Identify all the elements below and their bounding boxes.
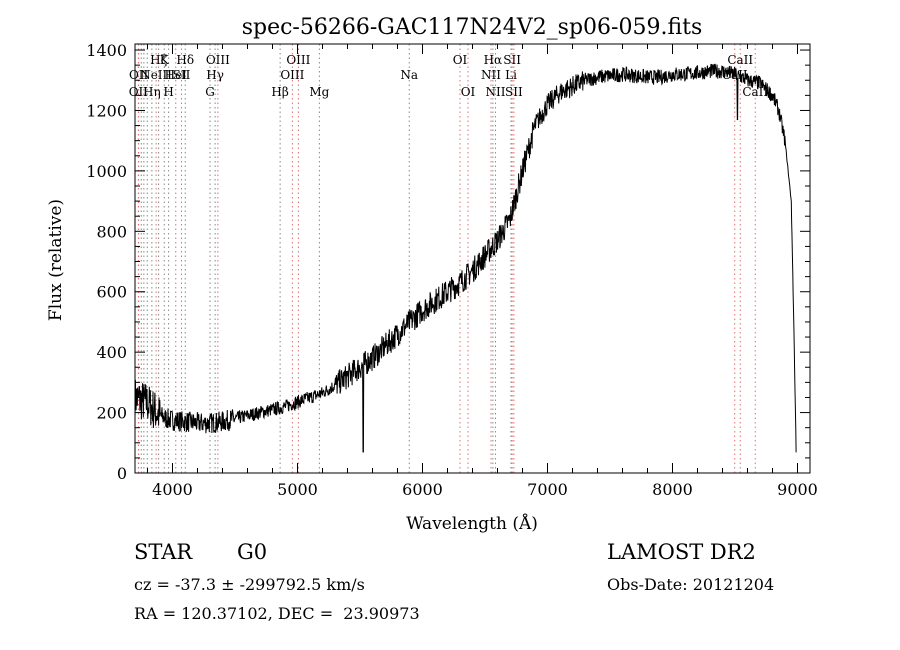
line-marker-label: G — [205, 85, 215, 99]
line-marker-label: OI — [453, 53, 468, 67]
x-tick-label: 7000 — [527, 480, 568, 499]
line-marker-label: SII — [173, 68, 191, 82]
coordinates: RA = 120.37102, DEC = 23.90973 — [134, 604, 420, 623]
y-axis-label: Flux (relative) — [46, 199, 66, 321]
line-marker-label: OII — [129, 68, 149, 82]
x-tick-label: 6000 — [402, 480, 443, 499]
line-marker-label: Hη — [143, 85, 161, 99]
x-axis-label: Wavelength (Å) — [406, 513, 538, 534]
line-marker-label: K — [160, 53, 170, 67]
x-axis-ticks: 4000 5000 6000 7000 8000 9000 — [147, 44, 818, 499]
y-axis-ticks: 0 200 400 600 800 1000 1200 1400 — [86, 41, 810, 483]
y-tick-label: 200 — [96, 404, 127, 423]
redshift-velocity: cz = -37.3 ± -299792.5 km/s — [134, 575, 365, 594]
line-marker-label: Hδ — [176, 53, 194, 67]
absorption-feature — [362, 451, 364, 453]
line-marker-label: CaII — [742, 85, 768, 99]
line-marker-label: NeIII — [140, 68, 172, 82]
y-tick-label: 0 — [117, 464, 127, 483]
line-marker-label: Na — [400, 68, 418, 82]
line-marker-label: Hα — [484, 53, 503, 67]
line-marker-label: HeI — [165, 68, 188, 82]
x-tick-label: 8000 — [652, 480, 693, 499]
line-marker-label: CaII — [727, 53, 753, 67]
y-tick-label: 400 — [96, 343, 127, 362]
x-tick-label: 9000 — [777, 480, 818, 499]
y-tick-label: 600 — [96, 283, 127, 302]
line-marker-label: SII — [505, 85, 523, 99]
survey-name: LAMOST DR2 — [607, 540, 756, 564]
line-marker-label: Hζ — [150, 53, 167, 67]
spectrum-line — [134, 63, 797, 453]
y-tick-label: 1000 — [86, 162, 127, 181]
object-subclass: G0 — [237, 540, 268, 564]
line-marker-label: OIII — [280, 68, 304, 82]
line-marker-label: Hβ — [271, 85, 288, 99]
y-tick-label: 1200 — [86, 101, 127, 120]
observation-date: Obs-Date: 20121204 — [607, 575, 775, 594]
line-marker-label: OIII — [206, 53, 230, 67]
line-marker-label: Mg — [309, 85, 329, 99]
absorption-feature — [736, 118, 739, 121]
line-marker-label: Li — [505, 68, 517, 82]
y-tick-label: 1400 — [86, 41, 127, 60]
line-marker-label: SII — [503, 53, 521, 67]
line-marker-label: NII — [481, 68, 501, 82]
line-marker-label: NII — [486, 85, 506, 99]
chart-title: spec-56266-GAC117N24V2_sp06-059.fits — [242, 15, 703, 40]
y-tick-label: 800 — [96, 222, 127, 241]
line-marker-label: OI — [461, 85, 476, 99]
plot-frame — [134, 43, 811, 474]
line-marker-label: H — [163, 85, 173, 99]
line-marker-label: Hγ — [206, 68, 224, 82]
x-tick-label: 5000 — [277, 480, 318, 499]
line-marker-label: OIII — [286, 53, 310, 67]
line-marker-label: OII — [129, 85, 149, 99]
x-tick-label: 4000 — [152, 480, 193, 499]
line-marker-labels: OIIOIIHηNeIIIHζKHHeISIIHδGHγOIIIHβOIIIOI… — [129, 53, 769, 99]
absorption-features — [362, 118, 739, 453]
line-markers — [137, 44, 756, 473]
object-class: STAR — [134, 540, 193, 564]
